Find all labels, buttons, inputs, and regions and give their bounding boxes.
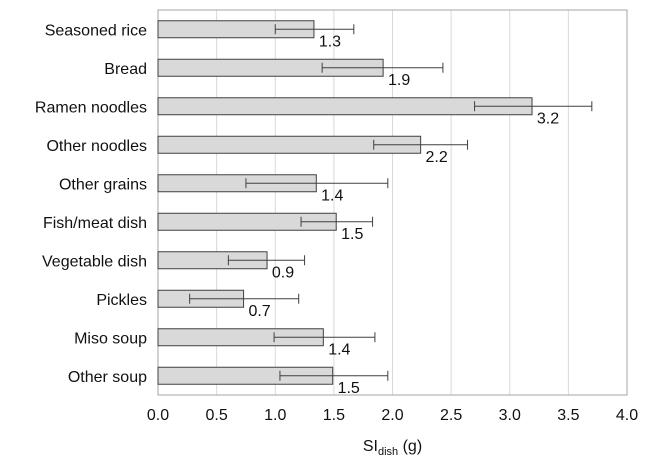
data-label: 2.2 (426, 149, 448, 166)
data-label: 0.7 (248, 303, 270, 320)
data-labels: 1.3 1.9 3.2 2.2 1.4 1.5 0.9 0.7 1.4 1.5 (248, 33, 559, 397)
x-axis-title-subscript: dish (378, 446, 398, 458)
x-tick-label: 1.0 (264, 407, 286, 424)
data-label: 1.4 (321, 187, 343, 204)
x-tick-labels: 0.0 0.5 1.0 1.5 2.0 2.5 3.0 3.5 4.0 (147, 407, 638, 424)
category-label: Miso soup (74, 330, 147, 347)
x-tick-label: 2.5 (440, 407, 462, 424)
x-tick-label: 0.5 (206, 407, 228, 424)
x-tick-label: 3.5 (557, 407, 579, 424)
data-label: 3.2 (537, 110, 559, 127)
data-label: 1.5 (341, 226, 363, 243)
data-label: 0.9 (272, 264, 294, 281)
category-label: Pickles (96, 292, 147, 309)
category-label: Other grains (59, 176, 147, 193)
category-label: Fish/meat dish (43, 215, 147, 232)
x-axis-title-unit: (g) (398, 438, 422, 455)
category-label: Other noodles (46, 138, 147, 155)
x-tick-label: 3.0 (499, 407, 521, 424)
data-label: 1.5 (338, 380, 360, 397)
x-tick-label: 4.0 (616, 407, 638, 424)
x-axis-title: SIdish (g) (363, 438, 422, 458)
x-tick-label: 1.5 (323, 407, 345, 424)
data-label: 1.4 (328, 341, 350, 358)
category-label: Vegetable dish (42, 253, 147, 270)
data-label: 1.3 (319, 33, 341, 50)
x-tick-label: 2.0 (381, 407, 403, 424)
bars (157, 20, 533, 385)
x-tick-label: 0.0 (147, 407, 169, 424)
x-axis-title-main: SI (363, 438, 378, 455)
error-bars (189, 24, 593, 381)
data-label: 1.9 (388, 72, 410, 89)
category-labels: Seasoned rice Bread Ramen noodles Other noo… (35, 22, 147, 386)
category-label: Bread (104, 61, 147, 78)
category-label: Ramen noodles (35, 99, 147, 116)
plot-frame (157, 9, 628, 396)
category-label: Seasoned rice (45, 22, 147, 39)
category-label: Other soup (68, 369, 147, 386)
